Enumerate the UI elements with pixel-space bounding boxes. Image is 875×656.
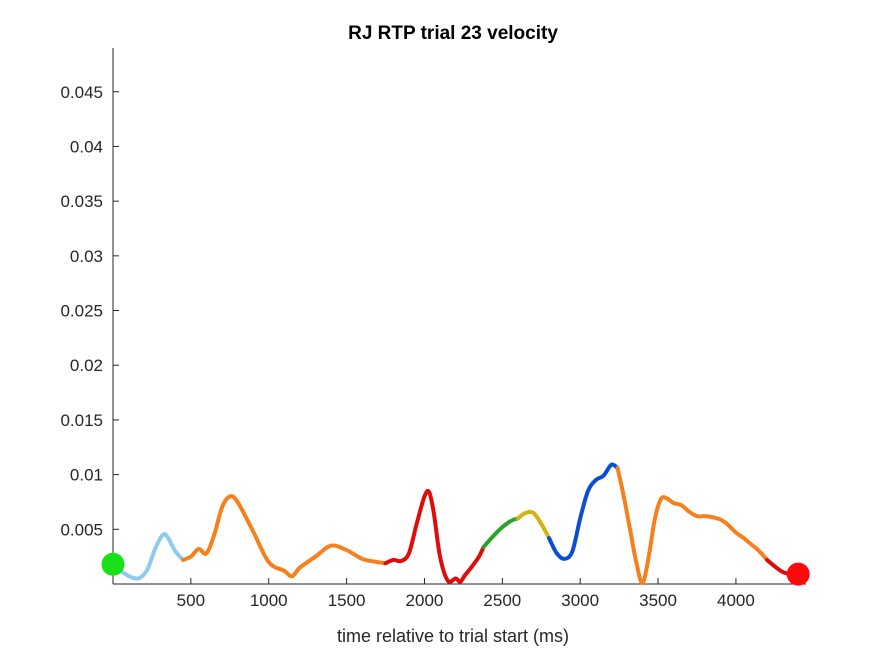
velocity-segment-4 (481, 516, 520, 549)
start-marker (101, 552, 125, 576)
x-axis-ticks: 500 1000 1500 2000 2500 3000 3500 4000 (177, 578, 755, 610)
chart-title: RJ RTP trial 23 velocity (348, 23, 558, 44)
x-axis-label: time relative to trial start (ms) (337, 626, 569, 646)
velocity-segment-7 (615, 466, 770, 585)
y-axis-ticks: 0.005 0.01 0.015 0.02 0.025 0.03 0.035 0.04 0.04… (60, 83, 119, 539)
y-tick-label: 0.03 (70, 247, 103, 266)
x-tick-label: 500 (177, 591, 205, 610)
velocity-segment-3 (383, 488, 486, 584)
y-tick-label: 0.025 (60, 302, 103, 321)
y-tick-label: 0.045 (60, 83, 103, 102)
y-tick-label: 0.04 (70, 137, 103, 156)
velocity-segment-6 (547, 462, 620, 561)
end-marker (786, 562, 810, 586)
x-tick-label: 1500 (328, 591, 366, 610)
y-tick-label: 0.035 (60, 192, 103, 211)
series-layer (111, 462, 801, 585)
velocity-segment-5 (515, 509, 552, 541)
x-tick-label: 3500 (639, 591, 677, 610)
x-tick-label: 3000 (561, 591, 599, 610)
x-tick-label: 2500 (483, 591, 521, 610)
y-tick-label: 0.01 (70, 466, 103, 485)
x-tick-label: 1000 (250, 591, 288, 610)
axes (112, 48, 806, 585)
velocity-segment-2 (181, 494, 388, 579)
velocity-segment-1 (111, 531, 186, 581)
x-tick-label: 4000 (717, 591, 755, 610)
y-tick-label: 0.02 (70, 356, 103, 375)
marker-layer (101, 552, 810, 586)
y-tick-label: 0.015 (60, 411, 103, 430)
y-tick-label: 0.005 (60, 520, 103, 539)
x-tick-label: 2000 (406, 591, 444, 610)
